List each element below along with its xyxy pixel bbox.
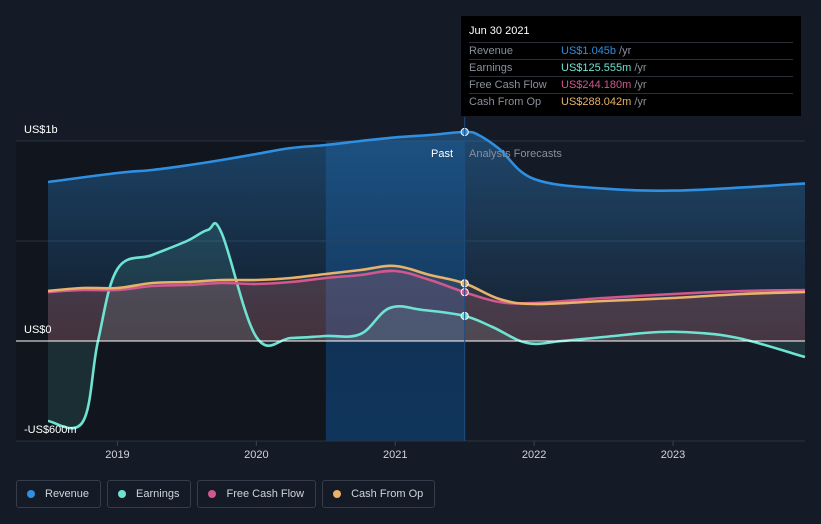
legend-dot-icon bbox=[333, 490, 342, 498]
legend-dot-icon bbox=[208, 490, 217, 498]
tooltip-date: Jun 30 2021 bbox=[469, 25, 530, 37]
x-tick-label: 2020 bbox=[244, 449, 268, 461]
legend-item-revenue[interactable]: Revenue bbox=[16, 480, 102, 508]
tooltip-row-cash-from-op: Cash From Op US$288.042m /yr bbox=[469, 93, 793, 110]
legend-label: Revenue bbox=[45, 488, 90, 500]
tooltip-row-earnings: Earnings US$125.555m /yr bbox=[469, 59, 793, 76]
tooltip-unit: /yr bbox=[634, 62, 647, 74]
revenue-line bbox=[47, 130, 806, 192]
tooltip: Jun 30 2021 Revenue US$1.045b /yr Earnin… bbox=[461, 16, 801, 116]
y-axis-labels: US$1b US$0 -US$600m bbox=[24, 124, 77, 436]
tooltip-label: Earnings bbox=[469, 62, 513, 74]
tooltip-label: Cash From Op bbox=[469, 96, 542, 108]
tooltip-value: US$288.042m bbox=[561, 96, 632, 108]
tooltip-value: US$244.180m bbox=[561, 79, 632, 91]
tooltip-unit: /yr bbox=[619, 45, 632, 57]
earnings-line bbox=[47, 221, 806, 430]
tooltip-row-revenue: Revenue US$1.045b /yr bbox=[469, 42, 793, 59]
legend: Revenue Earnings Free Cash Flow Cash Fro… bbox=[16, 480, 436, 508]
legend-dot-icon bbox=[27, 490, 35, 498]
legend-item-cash-from-op[interactable]: Cash From Op bbox=[322, 480, 436, 508]
legend-dot-icon bbox=[118, 490, 127, 498]
x-tick-label: 2021 bbox=[383, 449, 407, 461]
cfo-line bbox=[47, 264, 806, 306]
y-tick-label: US$0 bbox=[24, 324, 52, 336]
tooltip-row-free-cash-flow: Free Cash Flow US$244.180m /yr bbox=[469, 76, 793, 93]
tooltip-value: US$125.555m bbox=[561, 62, 632, 74]
revenue-area bbox=[48, 131, 805, 341]
series-lines bbox=[47, 130, 806, 430]
y-tick-label: -US$600m bbox=[24, 424, 77, 436]
earnings-area bbox=[48, 223, 805, 429]
tooltip-unit: /yr bbox=[634, 79, 647, 91]
tooltip-unit: /yr bbox=[634, 96, 647, 108]
x-tick-label: 2019 bbox=[105, 449, 129, 461]
legend-item-free-cash-flow[interactable]: Free Cash Flow bbox=[197, 480, 317, 508]
x-tick-label: 2023 bbox=[661, 449, 685, 461]
tooltip-value: US$1.045b bbox=[561, 45, 617, 57]
tooltip-label: Free Cash Flow bbox=[469, 79, 547, 91]
legend-label: Free Cash Flow bbox=[226, 488, 305, 500]
tooltip-label: Revenue bbox=[469, 45, 514, 57]
legend-label: Earnings bbox=[136, 488, 180, 500]
x-axis-labels: 2019 2020 2021 2022 2023 bbox=[105, 441, 685, 461]
legend-item-earnings[interactable]: Earnings bbox=[107, 480, 192, 508]
past-label: Past bbox=[431, 148, 453, 160]
legend-label: Cash From Op bbox=[351, 488, 424, 500]
fcf-line bbox=[47, 269, 806, 305]
forecast-label: Analysts Forecasts bbox=[469, 148, 562, 160]
y-tick-label: US$1b bbox=[24, 124, 58, 136]
x-tick-label: 2022 bbox=[522, 449, 546, 461]
